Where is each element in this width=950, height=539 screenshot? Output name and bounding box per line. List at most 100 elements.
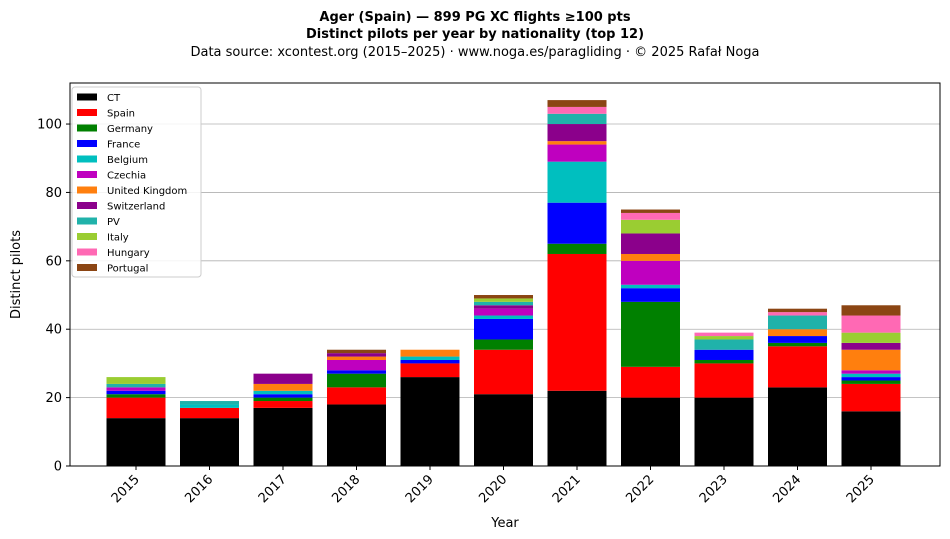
- bar-segment: [621, 288, 680, 302]
- y-tick-label: 0: [54, 460, 62, 475]
- bar-segment: [253, 394, 313, 398]
- bar-segment: [106, 377, 166, 384]
- bar-segment: [474, 295, 533, 299]
- bar-segment: [547, 202, 607, 244]
- x-tick-label: 2024: [770, 472, 804, 506]
- bar-segment: [474, 301, 533, 306]
- bar-segment: [694, 336, 754, 340]
- bar-segment: [841, 305, 901, 316]
- x-axis-label: Year: [490, 516, 519, 531]
- bar-segment: [327, 349, 386, 354]
- bar-segment: [841, 377, 901, 381]
- legend-label: Belgium: [107, 155, 148, 166]
- legend-label: France: [107, 140, 140, 151]
- bar-segment: [841, 383, 901, 412]
- y-axis: 0 20 40 60 80 100: [37, 118, 70, 475]
- x-tick-label: 2017: [256, 472, 290, 506]
- bar-segment: [621, 284, 680, 289]
- bar-segment: [474, 308, 533, 316]
- bar-segment: [694, 359, 754, 364]
- legend-label: PV: [107, 217, 120, 228]
- bar-segment: [841, 349, 901, 371]
- bar-segment: [400, 377, 460, 466]
- bar-segment: [841, 332, 901, 343]
- bar-segment: [327, 359, 386, 371]
- bar-segment: [547, 253, 607, 391]
- x-tick-label: 2016: [182, 472, 216, 506]
- chart-title: Ager (Spain) — 899 PG XC flights ≥100 pt…: [319, 10, 630, 25]
- bar-segment: [400, 349, 460, 357]
- bar-segment: [621, 260, 680, 285]
- bar-segment: [768, 336, 827, 343]
- bar-segment: [694, 363, 754, 398]
- bar-segment: [327, 387, 386, 405]
- x-tick-label: 2025: [844, 472, 878, 506]
- bar-segment: [253, 407, 313, 466]
- plot-frame: [69, 82, 941, 467]
- bar-segment: [621, 233, 680, 254]
- legend-swatch: [77, 217, 97, 225]
- bar-segment: [180, 404, 239, 408]
- x-tick-label: 2018: [329, 472, 363, 506]
- bar-segment: [253, 397, 313, 402]
- bar-segment: [547, 390, 607, 466]
- bar-segment: [106, 390, 166, 395]
- bars: [106, 100, 901, 466]
- legend-label: Switzerland: [107, 202, 165, 213]
- chart-subtitle: Distinct pilots per year by nationality …: [306, 27, 644, 42]
- bar-segment: [621, 209, 680, 213]
- legend-swatch: [77, 93, 97, 101]
- bar-segment: [547, 161, 607, 203]
- bar-segment: [400, 356, 460, 360]
- legend: CT Spain Germany France Belgium Czechia United…: [71, 86, 202, 278]
- bar-segment: [621, 301, 680, 367]
- bar-segment: [694, 332, 754, 337]
- bar-segment: [106, 397, 166, 419]
- bar-segment: [106, 394, 166, 398]
- bar-segment: [547, 113, 607, 125]
- legend-label: Spain: [107, 109, 135, 120]
- bar-segment: [768, 329, 827, 337]
- bar-segment: [474, 305, 533, 309]
- y-tick-label: 100: [37, 118, 62, 133]
- x-tick-label: 2019: [403, 472, 437, 506]
- bar-segment: [768, 387, 827, 466]
- bar-segment: [841, 380, 901, 384]
- legend-label: Italy: [107, 233, 129, 244]
- legend-swatch: [77, 109, 97, 116]
- legend-swatch: [77, 155, 97, 163]
- legend-swatch: [77, 264, 97, 271]
- x-tick-label: 2022: [623, 472, 657, 506]
- bar-segment: [106, 383, 166, 388]
- bar-segment: [841, 411, 901, 466]
- legend-label: Hungary: [107, 248, 150, 259]
- y-tick-label: 40: [45, 323, 62, 338]
- y-tick-label: 60: [45, 254, 62, 269]
- bar-segment: [621, 397, 680, 466]
- bar-segment: [327, 370, 386, 374]
- legend-label: United Kingdom: [107, 186, 187, 197]
- legend-swatch: [77, 140, 97, 147]
- x-tick-label: 2021: [550, 472, 584, 506]
- bar-segment: [621, 366, 680, 398]
- legend-label: Germany: [107, 124, 153, 135]
- bar-segment: [327, 353, 386, 357]
- legend-label: Czechia: [107, 171, 146, 182]
- bar-segment: [768, 342, 827, 347]
- bar-segment: [694, 349, 754, 360]
- bar-segment: [253, 390, 313, 395]
- bar-segment: [841, 370, 901, 374]
- bar-segment: [768, 346, 827, 388]
- bar-segment: [253, 401, 313, 408]
- legend-swatch: [77, 233, 97, 240]
- bar-segment: [547, 100, 607, 107]
- bar-segment: [547, 243, 607, 254]
- bar-segment: [400, 359, 460, 364]
- bar-segment: [327, 356, 386, 360]
- bar-segment: [547, 106, 607, 114]
- bar-segment: [547, 144, 607, 162]
- bar-segment: [474, 394, 533, 466]
- bar-segment: [694, 397, 754, 466]
- bar-segment: [180, 407, 239, 419]
- x-tick-label: 2020: [476, 472, 510, 506]
